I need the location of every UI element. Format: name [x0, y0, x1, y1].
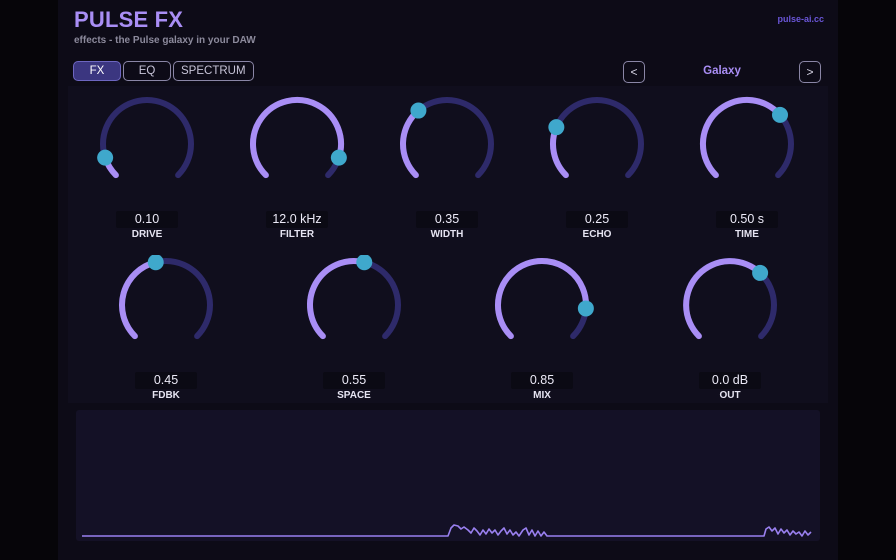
- plugin-title: PULSE FX: [74, 7, 184, 32]
- fdbk-knob-handle[interactable]: [147, 255, 164, 271]
- space-dial[interactable]: [299, 255, 409, 365]
- mix-value[interactable]: 0.85: [511, 372, 573, 389]
- filter-label: FILTER: [279, 229, 315, 240]
- width-label: WIDTH: [430, 229, 464, 240]
- plugin-subtitle: effects - the Pulse galaxy in your DAW: [74, 35, 256, 46]
- filter-knob-fill: [250, 97, 344, 179]
- spectrum-display: [76, 410, 820, 541]
- knob-fdbk[interactable]: 0.45 FDBK: [106, 255, 226, 401]
- knob-filter[interactable]: 12.0 kHz FILTER: [237, 94, 357, 240]
- knob-drive[interactable]: 0.10 DRIVE: [87, 94, 207, 240]
- knob-width[interactable]: 0.35 WIDTH: [387, 94, 507, 240]
- echo-label: ECHO: [582, 229, 612, 240]
- echo-value[interactable]: 0.25: [566, 211, 628, 228]
- filter-knob-handle[interactable]: [330, 149, 347, 166]
- fdbk-label: FDBK: [152, 390, 180, 401]
- space-value[interactable]: 0.55: [323, 372, 385, 389]
- preset-prev-button[interactable]: <: [623, 61, 645, 83]
- drive-value[interactable]: 0.10: [116, 211, 178, 228]
- drive-knob-track: [100, 97, 194, 179]
- time-value[interactable]: 0.50 s: [716, 211, 778, 228]
- tab-spectrum[interactable]: SPECTRUM: [173, 61, 254, 81]
- spectrum-line: [82, 524, 812, 537]
- space-knob-handle[interactable]: [356, 255, 373, 271]
- time-label: TIME: [735, 229, 759, 240]
- space-knob-fill: [307, 258, 368, 340]
- space-label: SPACE: [337, 390, 371, 401]
- out-knob-fill: [683, 258, 764, 340]
- time-knob-handle[interactable]: [772, 106, 788, 123]
- tab-eq[interactable]: EQ: [123, 61, 171, 81]
- knob-mix[interactable]: 0.85 MIX: [482, 255, 602, 401]
- width-knob-handle[interactable]: [410, 102, 427, 119]
- mix-knob-handle[interactable]: [577, 300, 594, 317]
- time-knob-fill: [699, 96, 783, 179]
- echo-dial[interactable]: [542, 94, 652, 204]
- tab-fx[interactable]: FX: [73, 61, 121, 81]
- fdbk-dial[interactable]: [111, 255, 221, 365]
- spectrum-graph: [82, 524, 812, 537]
- width-knob-fill: [400, 107, 422, 179]
- out-label: OUT: [719, 390, 741, 401]
- knob-time[interactable]: 0.50 s TIME: [687, 94, 807, 240]
- preset-next-button[interactable]: >: [799, 61, 821, 83]
- echo-knob-track: [550, 97, 644, 179]
- out-dial[interactable]: [675, 255, 785, 365]
- knob-panel: 0.10 DRIVE 12.0 kHz FILTER 0.35 WIDTH 0.…: [68, 86, 828, 403]
- filter-dial[interactable]: [242, 94, 352, 204]
- width-dial[interactable]: [392, 94, 502, 204]
- out-value[interactable]: 0.0 dB: [699, 372, 761, 389]
- mix-knob-fill: [495, 258, 589, 340]
- preset-name: Galaxy: [703, 65, 741, 77]
- time-dial[interactable]: [692, 94, 802, 204]
- knob-echo[interactable]: 0.25 ECHO: [537, 94, 657, 240]
- echo-knob-handle[interactable]: [548, 119, 565, 136]
- drive-knob-handle[interactable]: [97, 149, 114, 166]
- knob-space[interactable]: 0.55 SPACE: [294, 255, 414, 401]
- width-value[interactable]: 0.35: [416, 211, 478, 228]
- knob-out[interactable]: 0.0 dB OUT: [670, 255, 790, 401]
- fdbk-knob-fill: [119, 259, 159, 340]
- fdbk-value[interactable]: 0.45: [135, 372, 197, 389]
- mix-dial[interactable]: [487, 255, 597, 365]
- mix-label: MIX: [533, 390, 551, 401]
- out-knob-handle[interactable]: [752, 264, 769, 281]
- plugin-window: PULSE FX effects - the Pulse galaxy in y…: [58, 0, 838, 560]
- filter-value[interactable]: 12.0 kHz: [266, 211, 328, 228]
- website-link[interactable]: pulse-ai.cc: [777, 14, 824, 24]
- tab-bar: FX EQ SPECTRUM: [73, 61, 254, 81]
- drive-label: DRIVE: [131, 229, 163, 240]
- drive-dial[interactable]: [92, 94, 202, 204]
